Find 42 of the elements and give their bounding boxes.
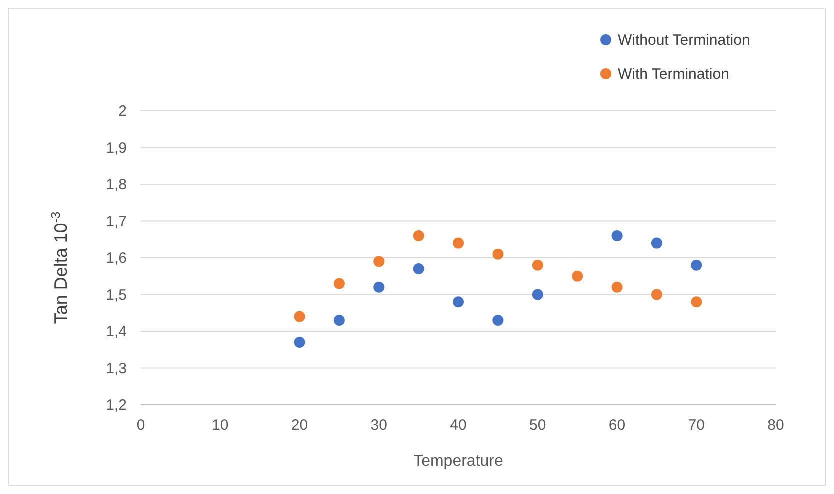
point — [651, 289, 662, 300]
y-tick-label: 2 — [118, 103, 127, 120]
point — [334, 278, 345, 290]
point — [413, 264, 424, 275]
y-tick-label: 1,7 — [106, 213, 127, 230]
x-tick-label: 60 — [608, 417, 626, 434]
point — [612, 230, 623, 242]
point — [691, 260, 702, 271]
x-axis-title: Temperature — [414, 453, 504, 470]
point — [294, 337, 306, 348]
point — [691, 296, 702, 308]
point — [453, 296, 464, 308]
x-tick-label: 30 — [370, 417, 388, 434]
x-tick-label: 80 — [768, 417, 784, 434]
point — [413, 230, 424, 242]
point — [374, 256, 385, 268]
x-tick-label: 50 — [530, 417, 546, 434]
point — [374, 282, 385, 293]
y-tick-label: 1,6 — [106, 250, 127, 267]
x-tick-label: 0 — [136, 417, 146, 434]
x-tick-label: 70 — [688, 417, 705, 434]
y-tick-label: 1,8 — [106, 176, 127, 194]
point — [334, 314, 345, 326]
point — [453, 238, 464, 249]
x-tick-label: 20 — [291, 417, 308, 434]
y-tick-label: 1,3 — [106, 360, 127, 378]
y-tick-label: 1,5 — [106, 286, 127, 304]
legend-label: With Termination — [618, 66, 730, 83]
point — [294, 311, 306, 322]
point — [532, 289, 544, 300]
point — [492, 314, 504, 326]
point — [651, 238, 662, 249]
y-tick-label: 1,9 — [106, 140, 127, 157]
point — [612, 282, 623, 293]
point — [492, 248, 504, 260]
y-tick-label: 1,2 — [106, 397, 127, 414]
x-tick-label: 40 — [450, 417, 467, 434]
legend-label: Without Termination — [618, 32, 750, 49]
point — [532, 260, 544, 271]
x-tick-label: 10 — [212, 417, 229, 434]
y-tick-label: 1,4 — [106, 324, 127, 340]
point — [572, 270, 584, 282]
